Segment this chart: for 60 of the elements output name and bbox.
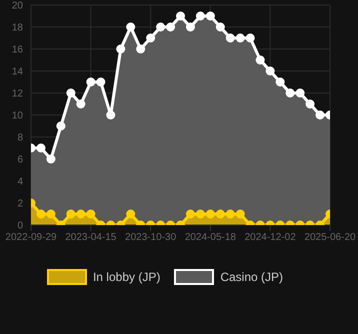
x-tick-label: 2024-12-02	[244, 232, 296, 244]
point	[46, 154, 56, 164]
y-tick-label: 16	[12, 44, 24, 56]
point	[266, 66, 275, 76]
point	[116, 44, 126, 54]
point	[56, 122, 66, 130]
y-tick-label: 12	[12, 88, 24, 100]
point	[36, 210, 46, 218]
y-tick-label: 10	[12, 110, 24, 122]
point	[126, 210, 136, 218]
point	[196, 210, 205, 218]
point	[136, 44, 146, 54]
point	[306, 100, 315, 108]
point	[86, 78, 96, 86]
point	[126, 22, 136, 32]
point	[236, 34, 245, 42]
y-tick-label: 14	[12, 66, 24, 78]
point	[316, 110, 325, 120]
point	[196, 12, 205, 20]
point	[86, 210, 96, 218]
point	[66, 88, 76, 98]
point	[146, 34, 156, 42]
y-tick-label: 0	[17, 220, 24, 232]
x-tick-label: 2022-09-29	[5, 232, 58, 244]
y-tick-label: 20	[12, 0, 24, 12]
y-tick-label: 4	[17, 176, 24, 188]
point	[276, 78, 285, 86]
x-tick-label: 2023-10-30	[125, 232, 177, 244]
point	[296, 88, 305, 98]
point	[36, 144, 46, 152]
point	[106, 110, 116, 120]
y-tick-label: 8	[17, 132, 24, 144]
point	[226, 34, 235, 42]
y-tick-label: 18	[12, 22, 24, 34]
point	[156, 22, 166, 32]
legend-label: Casino (JP)	[219, 269, 284, 285]
point	[286, 88, 295, 98]
point	[76, 100, 86, 108]
point	[46, 210, 56, 218]
point	[76, 210, 86, 218]
point	[186, 210, 195, 218]
legend-label: In lobby (JP)	[92, 269, 160, 285]
x-tick-label: 2025-06-20	[304, 232, 356, 244]
point	[216, 210, 225, 218]
point	[186, 22, 195, 32]
point	[236, 210, 245, 218]
point	[256, 56, 265, 64]
point	[206, 210, 215, 218]
x-tick-label: 2024-05-18	[184, 232, 236, 244]
point	[96, 78, 106, 86]
point	[226, 210, 235, 218]
point	[166, 22, 176, 32]
y-tick-label: 2	[17, 198, 24, 210]
point	[206, 12, 215, 20]
point	[66, 210, 76, 218]
point	[176, 12, 185, 20]
y-tick-label: 6	[17, 154, 24, 166]
point	[216, 22, 225, 32]
point	[246, 34, 255, 42]
x-tick-label: 2023-04-15	[65, 232, 117, 244]
